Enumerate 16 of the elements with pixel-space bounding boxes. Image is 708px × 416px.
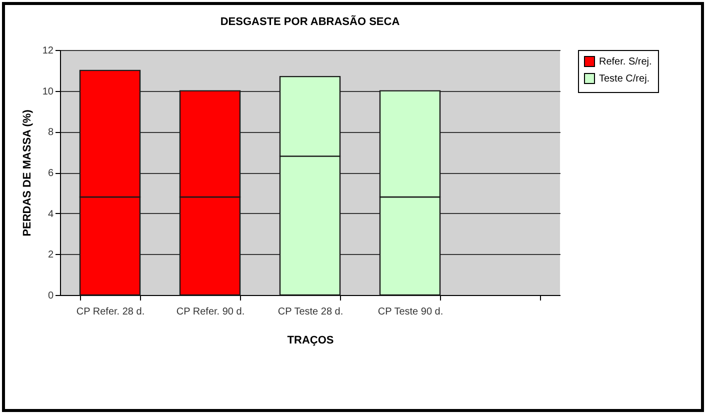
y-tick-label: 8: [48, 127, 54, 138]
legend-label: Refer. S/rej.: [599, 56, 652, 68]
y-tick-label: 2: [48, 250, 54, 261]
x-axis-title: TRAÇOS: [287, 334, 334, 346]
x-tick-label: CP Teste 28 d.: [278, 306, 344, 318]
legend-label: Teste C/rej.: [599, 74, 650, 84]
y-axis-title: PERDAS DE MASSA (%): [21, 109, 34, 236]
y-tick-label: 6: [48, 168, 54, 179]
y-tick-label: 4: [48, 208, 54, 220]
x-tick-label: CP Teste 90 d.: [378, 306, 444, 318]
chart-title: DESGASTE POR ABRASÃO SECA: [220, 15, 400, 28]
x-tick-label: CP Refer. 28 d.: [76, 306, 145, 318]
y-tick-label: 10: [42, 86, 54, 98]
y-tick-label: 12: [42, 46, 54, 56]
y-tick-label: 0: [48, 290, 54, 302]
x-tick-label: CP Refer. 90 d.: [176, 306, 245, 318]
